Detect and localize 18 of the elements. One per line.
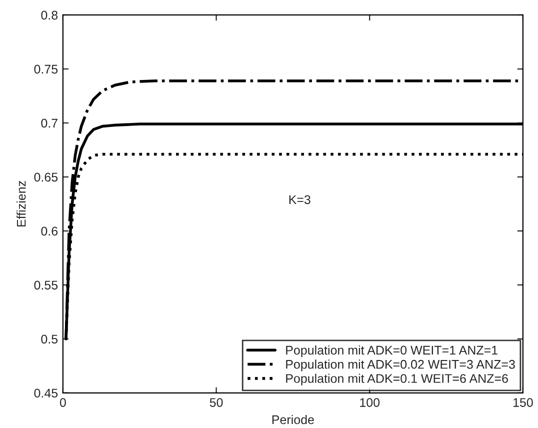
y-tick-label: 0.75 xyxy=(34,64,58,74)
x-axis-title: Periode xyxy=(272,414,314,424)
legend-label: Population mit ADK=0.02 WEIT=3 ANZ=3 xyxy=(286,360,515,372)
y-tick-label: 0.8 xyxy=(41,10,58,20)
x-tick-label: 50 xyxy=(210,398,223,407)
y-axis-title: Effizienz xyxy=(16,181,26,226)
legend-label: Population mit ADK=0.1 WEIT=6 ANZ=6 xyxy=(286,374,508,386)
x-tick-label: 100 xyxy=(360,398,380,407)
y-tick-label: 0.6 xyxy=(41,226,58,236)
legend-label: Population mit ADK=0 WEIT=1 ANZ=1 xyxy=(286,345,498,358)
x-tick-label: 150 xyxy=(513,398,533,407)
y-tick-label: 0.55 xyxy=(34,280,58,290)
annotation: K=3 xyxy=(289,195,310,204)
y-tick-label: 0.45 xyxy=(34,388,58,398)
y-tick-label: 0.65 xyxy=(34,172,58,182)
y-tick-label: 0.7 xyxy=(41,118,58,128)
x-tick-label: 0 xyxy=(60,398,66,407)
y-tick-label: 0.5 xyxy=(41,334,58,344)
